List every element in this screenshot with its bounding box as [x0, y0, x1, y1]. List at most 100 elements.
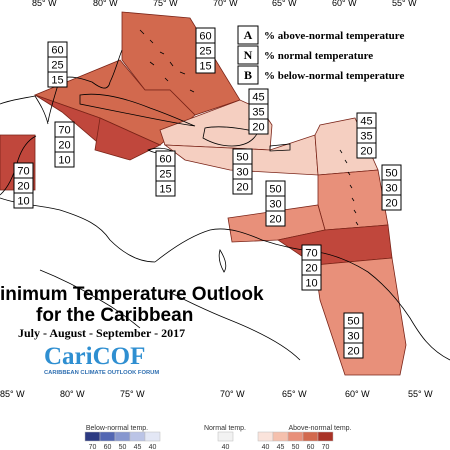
prob-value-b: 10	[17, 196, 29, 208]
prob-value-b: 15	[199, 61, 211, 73]
prob-cell	[54, 151, 75, 168]
prob-box-turks-caicos: 45 35 20	[248, 88, 269, 135]
prob-cell	[343, 342, 364, 359]
prob-value-b: 10	[305, 278, 317, 290]
prob-value-a: 70	[305, 248, 317, 260]
colorbar-tick-below: 45	[134, 444, 142, 450]
prob-box-belize-yucatan: 70 20 10	[54, 121, 75, 168]
lon-label: 80° W	[93, 0, 118, 8]
prob-cell	[356, 142, 377, 159]
lon-label: 85° W	[32, 0, 57, 8]
colorbar-swatch-below	[114, 431, 131, 442]
prob-value-b: 20	[236, 182, 248, 194]
lon-label-bottom: 80° W	[60, 389, 85, 399]
longitude-labels: 85° W 80° W 75° W 70° W 65° W 60° W 55° …	[0, 0, 433, 399]
prob-value-n: 30	[347, 331, 359, 343]
prob-value-n: 20	[17, 181, 29, 193]
colorbar-tick-below: 70	[89, 444, 97, 450]
venezuela-interior	[164, 289, 301, 361]
caricof-logo-text: CariCOF	[44, 343, 145, 370]
caricof-logo-subtitle: CARIBBEAN CLIMATE OUTLOOK FORUM	[44, 370, 159, 376]
prob-box-jamaica-cayman: 60 25 15	[155, 150, 176, 197]
lon-label: 55° W	[392, 0, 417, 8]
prob-cell	[195, 57, 216, 74]
lon-label: 75° W	[153, 0, 178, 8]
legend-text: % above-normal temperature	[264, 30, 404, 42]
prob-cell	[301, 274, 322, 291]
lon-label-bottom: 65° W	[282, 389, 307, 399]
prob-value-a: 60	[199, 31, 211, 43]
map-title-line2: for the Caribbean	[36, 305, 193, 326]
colorbar-swatch-below	[99, 431, 116, 442]
map-title-line1: inimum Temperature Outlook	[0, 284, 264, 305]
prob-value-b: 20	[252, 122, 264, 134]
colorbar-tick-above: 40	[262, 444, 270, 450]
prob-value-a: 70	[58, 125, 70, 137]
prob-value-n: 20	[58, 140, 70, 152]
prob-value-n: 35	[252, 107, 264, 119]
colorbar-below-label: Below-normal temp.	[86, 425, 148, 432]
prob-value-a: 45	[252, 92, 264, 104]
colorbar-swatch-below	[144, 431, 161, 442]
legend-code: B	[244, 68, 252, 82]
colorbar-tick-above: 60	[307, 444, 315, 450]
prob-value-n: 30	[236, 167, 248, 179]
prob-cell	[232, 178, 253, 195]
colorbar-swatches: 70 60 50 45 40 40 40 45 50 60 70	[84, 431, 334, 450]
prob-value-b: 15	[159, 184, 171, 196]
prob-value-a: 60	[51, 45, 63, 57]
prob-cell	[248, 118, 269, 135]
prob-value-b: 20	[360, 146, 372, 158]
colorbar: Below-normal temp. Normal temp. Above-no…	[84, 425, 352, 450]
legend-text: % normal temperature	[264, 50, 373, 62]
colorbar-tick-normal: 40	[222, 444, 230, 450]
prob-box-caribbean-coast: 50 30 20	[265, 180, 286, 227]
prob-cell	[13, 192, 34, 209]
colorbar-swatch-above	[302, 431, 319, 442]
prob-cell	[381, 194, 402, 211]
prob-cell	[265, 210, 286, 227]
prob-value-b: 20	[385, 198, 397, 210]
colorbar-swatch-below	[84, 431, 101, 442]
season-label: July - August - September - 2017	[18, 326, 185, 340]
prob-value-a: 70	[17, 166, 29, 178]
colorbar-tick-above: 50	[292, 444, 300, 450]
colorbar-swatch-above	[287, 431, 304, 442]
colorbar-swatch-above	[272, 431, 289, 442]
prob-value-n: 20	[305, 263, 317, 275]
colorbar-above-label: Above-normal temp.	[288, 425, 351, 432]
legend-code-box	[237, 65, 259, 85]
prob-value-b: 20	[269, 214, 281, 226]
colorbar-tick-below: 40	[149, 444, 157, 450]
prob-value-a: 50	[385, 168, 397, 180]
probability-boxes: 60 25 15 60 25 15 70 20 10 70 20 10 60 25 15 45 35 2…	[13, 27, 402, 359]
bahamas-islands	[139, 29, 195, 93]
lon-label: 60° W	[332, 0, 357, 8]
lon-label-bottom: 60° W	[345, 389, 370, 399]
colorbar-normal-label: Normal temp.	[204, 425, 246, 432]
prob-box-trinidad-venezuela: 70 20 10	[301, 244, 322, 291]
colorbar-tick-above: 45	[277, 444, 285, 450]
prob-value-n: 25	[159, 169, 171, 181]
lake-maracaibo	[218, 249, 227, 273]
puerto-rico-coastline	[269, 143, 291, 152]
prob-value-n: 25	[51, 60, 63, 72]
caricof-logo: CariCOF CARIBBEAN CLIMATE OUTLOOK FORUM	[44, 343, 159, 376]
hispaniola-coastline	[202, 126, 259, 147]
colorbar-tick-below: 50	[119, 444, 127, 450]
lon-label-bottom: 85° W	[0, 389, 25, 399]
prob-value-a: 50	[236, 152, 248, 164]
prob-cell	[155, 180, 176, 197]
prob-value-a: 50	[347, 316, 359, 328]
prob-box-bahamas: 60 25 15	[195, 27, 216, 74]
cuba-coastline	[79, 93, 196, 127]
colorbar-swatch-above	[317, 431, 334, 442]
legend-code: A	[244, 28, 253, 42]
zone-jamaica-cayman	[94, 117, 161, 161]
prob-value-n: 25	[199, 46, 211, 58]
prob-value-a: 45	[360, 116, 372, 128]
lon-label-bottom: 55° W	[408, 389, 433, 399]
legend-code-box	[237, 25, 259, 45]
